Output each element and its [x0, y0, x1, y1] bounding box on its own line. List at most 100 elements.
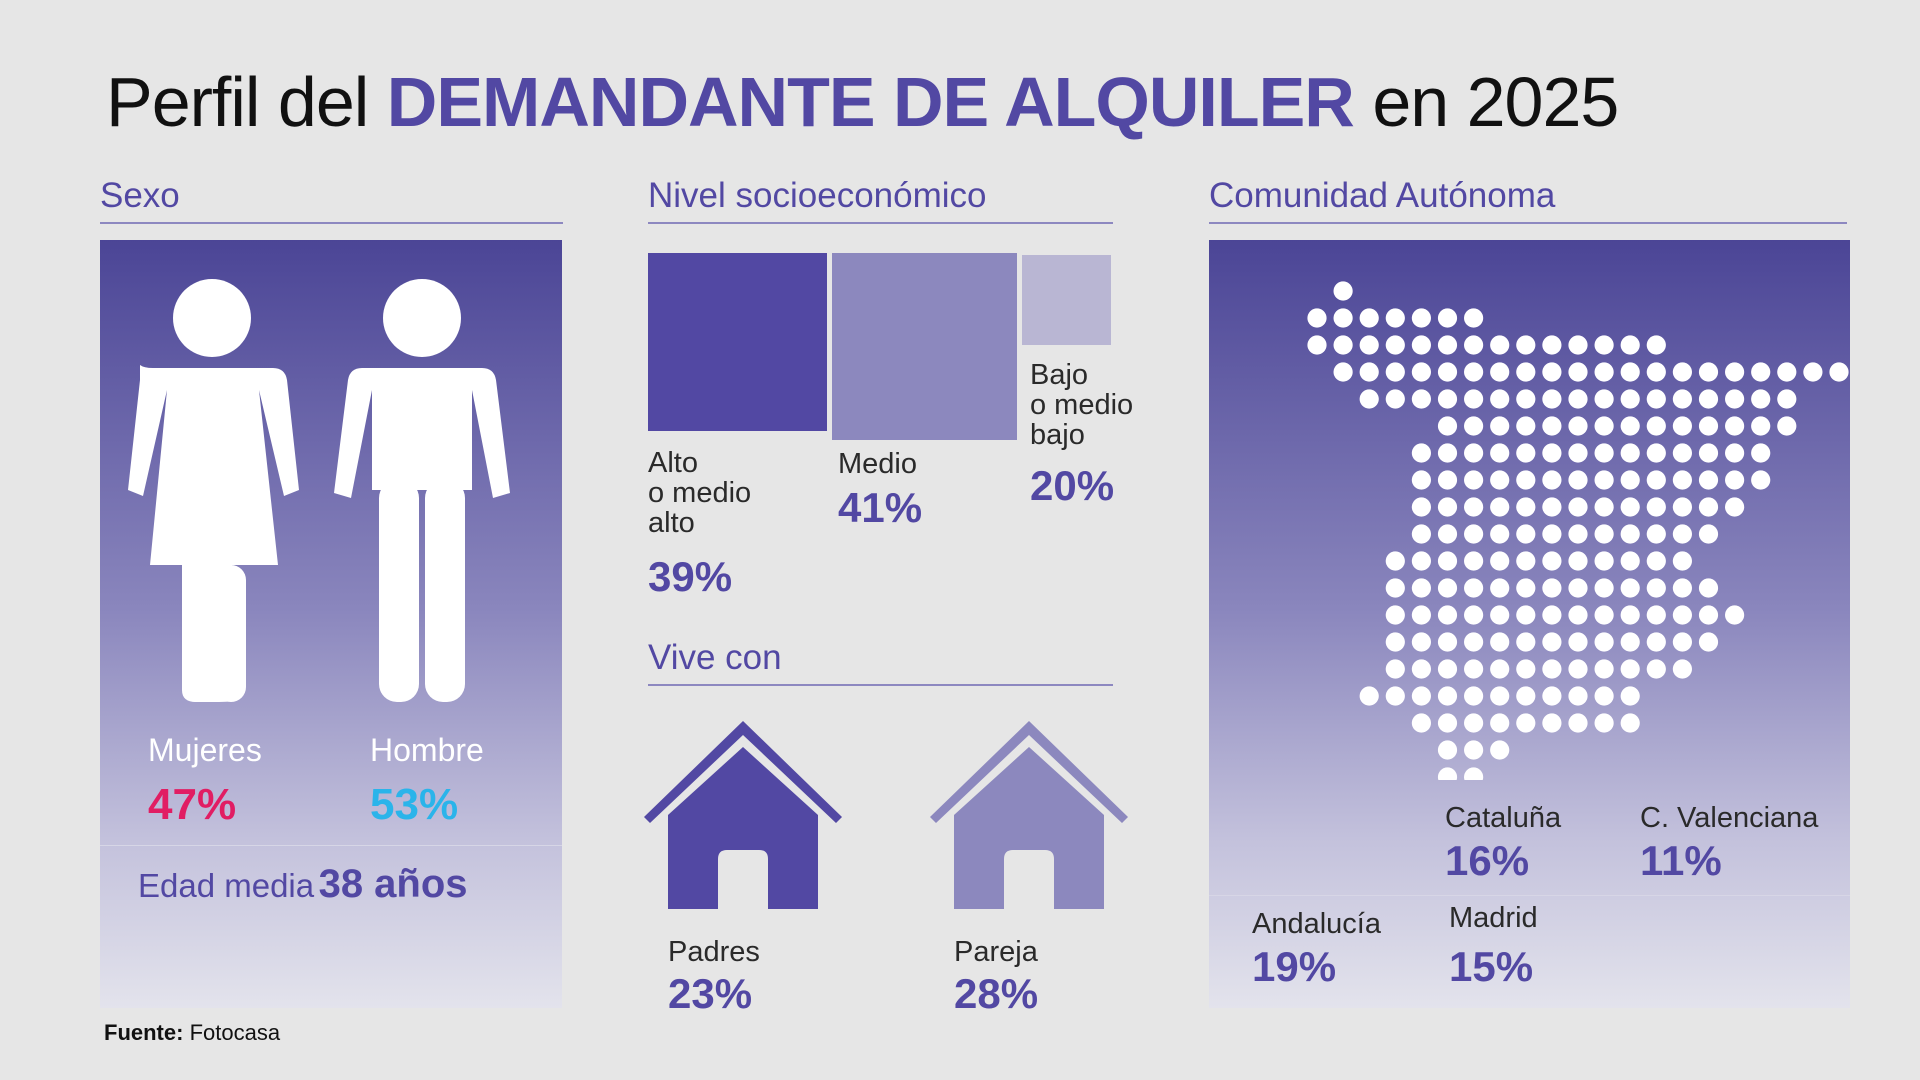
map-dot	[1542, 335, 1562, 355]
map-dot	[1490, 740, 1510, 760]
map-dot	[1542, 632, 1562, 652]
map-dot	[1437, 497, 1458, 517]
map-dot	[1411, 308, 1431, 328]
map-dot	[1646, 659, 1666, 679]
map-dot	[1542, 443, 1562, 463]
map-dot	[1411, 686, 1431, 706]
map-dot	[1516, 335, 1536, 355]
map-dot	[1516, 443, 1536, 463]
value-hombre: 53%	[370, 780, 459, 829]
square-alto	[648, 253, 827, 431]
map-dot	[1437, 740, 1458, 760]
map-dot	[1594, 713, 1614, 733]
map-dot	[1672, 416, 1692, 436]
map-dot	[1385, 578, 1405, 598]
map-dot	[1568, 389, 1588, 409]
map-dot	[1385, 605, 1405, 625]
house-icon-padres	[644, 721, 842, 909]
map-dot	[1359, 308, 1379, 328]
map-dot	[1568, 416, 1588, 436]
map-dot	[1359, 389, 1379, 409]
map-dot	[1411, 335, 1431, 355]
square-medio	[832, 253, 1017, 440]
map-dot	[1464, 497, 1484, 517]
spain-map-icon	[1307, 281, 1849, 780]
map-dot	[1594, 659, 1614, 679]
map-dot	[1777, 416, 1797, 436]
section-vive-heading: Vive con	[648, 638, 1113, 686]
map-dot	[1464, 416, 1484, 436]
value-madrid: 15%	[1449, 943, 1534, 990]
map-dot	[1385, 659, 1405, 679]
map-dot	[1437, 551, 1458, 571]
label-bajo: Bajo o medio bajo	[1030, 359, 1134, 451]
map-dot	[1490, 605, 1510, 625]
map-dot	[1725, 389, 1745, 409]
comunidad-panel: Cataluña 16% C. Valenciana 11% Andalucía…	[1209, 240, 1850, 1008]
map-dot	[1437, 713, 1458, 733]
value-pareja: 28%	[954, 970, 1039, 1017]
map-dot	[1672, 524, 1692, 544]
label-alto: Alto o medio alto	[648, 447, 752, 539]
map-dot	[1568, 713, 1588, 733]
map-dot	[1672, 605, 1692, 625]
value-valenciana: 11%	[1640, 837, 1722, 884]
map-dot	[1698, 362, 1719, 382]
map-dot	[1516, 389, 1536, 409]
map-dot	[1464, 767, 1484, 780]
map-dot	[1620, 497, 1640, 517]
map-dot	[1411, 659, 1431, 679]
map-dot	[1646, 389, 1666, 409]
map-dot	[1594, 497, 1614, 517]
map-dot	[1568, 632, 1588, 652]
map-dot	[1411, 470, 1431, 490]
map-dot	[1646, 524, 1666, 544]
map-dot	[1437, 659, 1458, 679]
map-dot	[1568, 335, 1588, 355]
map-dot	[1672, 470, 1692, 490]
value-bajo: 20%	[1030, 462, 1115, 509]
map-dot	[1307, 335, 1327, 355]
map-dot	[1594, 470, 1614, 490]
map-dot	[1620, 632, 1640, 652]
map-dot	[1359, 362, 1379, 382]
map-dot	[1751, 362, 1771, 382]
map-dot	[1437, 443, 1458, 463]
map-dot	[1725, 362, 1745, 382]
map-dot	[1516, 659, 1536, 679]
map-dot	[1725, 416, 1745, 436]
source-label: Fuente:	[104, 1020, 184, 1045]
map-dot	[1490, 497, 1510, 517]
map-dot	[1672, 578, 1692, 598]
map-dot	[1437, 524, 1458, 544]
map-dot	[1698, 389, 1719, 409]
source: Fuente: Fotocasa	[104, 1020, 280, 1046]
value-cataluna: 16%	[1445, 837, 1530, 884]
page-title: Perfil del DEMANDANTE DE ALQUILER en 202…	[106, 63, 1619, 141]
map-dot	[1725, 470, 1745, 490]
section-comunidad-heading: Comunidad Autónoma	[1209, 176, 1847, 224]
map-dot	[1646, 362, 1666, 382]
map-dot	[1620, 416, 1640, 436]
map-dot	[1542, 497, 1562, 517]
map-dot	[1751, 416, 1771, 436]
map-dot	[1568, 551, 1588, 571]
map-dot	[1672, 551, 1692, 571]
map-dot	[1464, 362, 1484, 382]
map-dot	[1411, 632, 1431, 652]
map-dot	[1411, 443, 1431, 463]
value-mujeres: 47%	[148, 780, 237, 829]
map-dot	[1568, 362, 1588, 382]
map-dot	[1516, 551, 1536, 571]
map-dot	[1411, 713, 1431, 733]
map-dot	[1568, 659, 1588, 679]
map-dot	[1516, 605, 1536, 625]
map-dot	[1490, 659, 1510, 679]
section-nivel-heading: Nivel socioeconómico	[648, 176, 1113, 224]
label-hombre: Hombre	[370, 732, 484, 768]
map-dot	[1490, 416, 1510, 436]
map-dot	[1672, 659, 1692, 679]
map-dot	[1542, 713, 1562, 733]
map-dot	[1516, 416, 1536, 436]
map-dot	[1464, 335, 1484, 355]
